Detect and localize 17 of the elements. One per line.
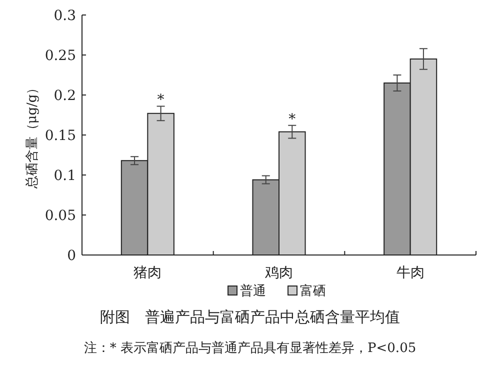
x-tick-label: 猪肉 [134,265,162,281]
x-tick-label: 鸡肉 [264,265,293,281]
y-tick-label: 0.1 [54,168,76,184]
y-tick-label: 0.2 [54,88,76,104]
y-tick-label: 0.25 [44,48,76,64]
text: 注：* 表示富硒产品与普通产品具有显著性差异，P<0.05 [84,340,416,356]
y-axis-title: 总硒含量（μg/g） [25,81,40,190]
annotation: * [288,111,296,128]
y-tick-label: 0.3 [54,8,76,24]
text: 附图 普遍产品与富硒产品中总硒含量平均值 [100,308,400,326]
annotation: * [157,92,164,108]
y-tick-label: 0.15 [44,128,76,144]
legend-label: 富硒 [300,283,326,299]
y-tick-label: 0.05 [44,208,76,224]
x-tick-label: 牛肉 [396,265,424,281]
legend-label: 普通 [240,283,266,299]
y-tick-label: 0 [67,248,76,264]
